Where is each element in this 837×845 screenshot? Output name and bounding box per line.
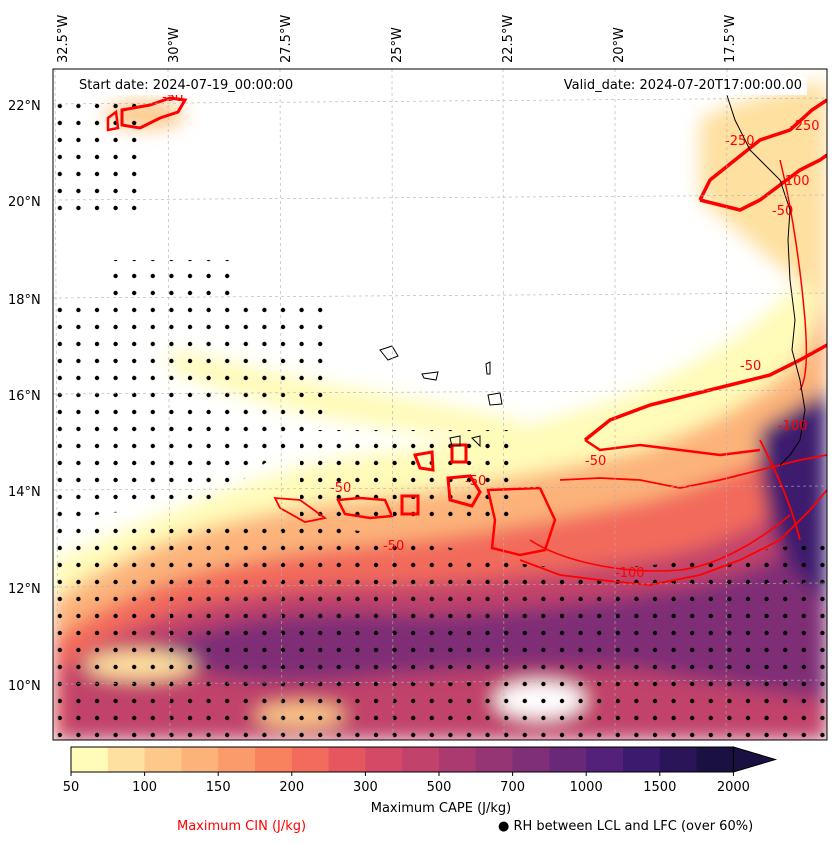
colorbar-frame	[70, 746, 734, 773]
latitude-label: 10°N	[8, 679, 41, 694]
contour-label: -50	[740, 359, 761, 374]
colorbar-cell	[659, 747, 698, 772]
colorbar-tick-label: 100	[132, 780, 157, 795]
gridlines	[53, 69, 827, 740]
latitude-label: 14°N	[8, 485, 41, 500]
longitude-label: 27.5°W	[279, 15, 294, 63]
longitude-label: 20°W	[612, 27, 627, 63]
colorbar-tick-label: 200	[279, 780, 304, 795]
latitude-label: 12°N	[8, 582, 41, 597]
colorbar-tick-label: 700	[500, 780, 525, 795]
rh-legend-label: ● RH between LCL and LFC (over 60%)	[498, 819, 754, 834]
colorbar-tick-label: 50	[63, 780, 80, 795]
colorbar-cell	[181, 747, 219, 772]
longitude-labels: 32.5°W 30°W 27.5°W 25°W 22.5°W 20°W 17.5…	[56, 15, 738, 63]
colorbar-tick-label: 300	[353, 780, 378, 795]
colorbar-cell	[218, 747, 256, 772]
contour-label: -250	[725, 134, 755, 149]
colorbar-extend-arrow	[732, 746, 778, 773]
colorbar-cell	[71, 747, 109, 772]
map-frame	[52, 68, 828, 741]
colorbar-cell	[402, 747, 440, 772]
colorbar-tick-label: 500	[427, 780, 452, 795]
colorbar-cell	[475, 747, 514, 772]
contour-label: -100	[780, 174, 810, 189]
latitude-labels: 22°N 20°N 18°N 16°N 14°N 12°N 10°N	[8, 99, 41, 694]
longitude-label: 25°W	[390, 27, 405, 63]
colorbar-title: Maximum CAPE (J/kg)	[370, 801, 512, 816]
coastline	[379, 79, 806, 466]
cin-contours	[106, 96, 827, 586]
colorbar-cell	[549, 747, 587, 772]
latitude-label: 18°N	[8, 293, 41, 308]
contour-label: -100	[778, 419, 808, 434]
colorbar-tick-label: 2000	[717, 780, 750, 795]
colorbar-cell	[291, 747, 330, 772]
colorbar-cell	[144, 747, 182, 772]
contour-label: -250	[790, 119, 820, 134]
contour-label: -100	[615, 566, 645, 581]
rh-stipple	[53, 100, 827, 740]
contour-label: -50	[383, 539, 404, 554]
colorbar-tick-label: 1000	[570, 780, 603, 795]
colorbar-cell	[328, 747, 366, 772]
contour-label: -50	[585, 454, 606, 469]
colorbar-cell	[586, 747, 624, 772]
colorbar-tick-label: 1500	[643, 780, 676, 795]
latitude-label: 20°N	[8, 195, 41, 210]
colorbar-tick-label: 150	[206, 780, 231, 795]
colorbar-cell	[439, 747, 477, 772]
longitude-label: 22.5°W	[501, 15, 516, 63]
colorbar-cell	[107, 747, 146, 772]
colorbar-cell	[365, 747, 403, 772]
cin-legend-label: Maximum CIN (J/kg)	[177, 819, 307, 834]
colorbar	[70, 746, 778, 773]
contour-label: -50	[330, 481, 351, 496]
valid-date-label: Valid_date: 2024-07-20T17:00:00.00	[558, 77, 807, 95]
colorbar-cell	[623, 747, 661, 772]
colorbar-cell	[696, 747, 734, 772]
latitude-label: 22°N	[8, 99, 41, 114]
start-date-label: Start date: 2024-07-19_00:00:00	[74, 77, 299, 95]
contour-label: -50	[772, 204, 793, 219]
colorbar-ticks: 50 100 150 200 300 500 700 1000 1500 2000	[63, 772, 750, 795]
longitude-label: 30°W	[167, 27, 182, 63]
latitude-label: 16°N	[8, 389, 41, 404]
colorbar-cell	[512, 747, 550, 772]
contour-label: -50	[465, 474, 486, 489]
contour-labels: -50 -50 -50 -50 -100 -50 -100 -50 -250 -…	[162, 90, 820, 581]
longitude-label: 17.5°W	[723, 15, 738, 63]
colorbar-cell	[255, 747, 293, 772]
longitude-label: 32.5°W	[56, 15, 71, 63]
